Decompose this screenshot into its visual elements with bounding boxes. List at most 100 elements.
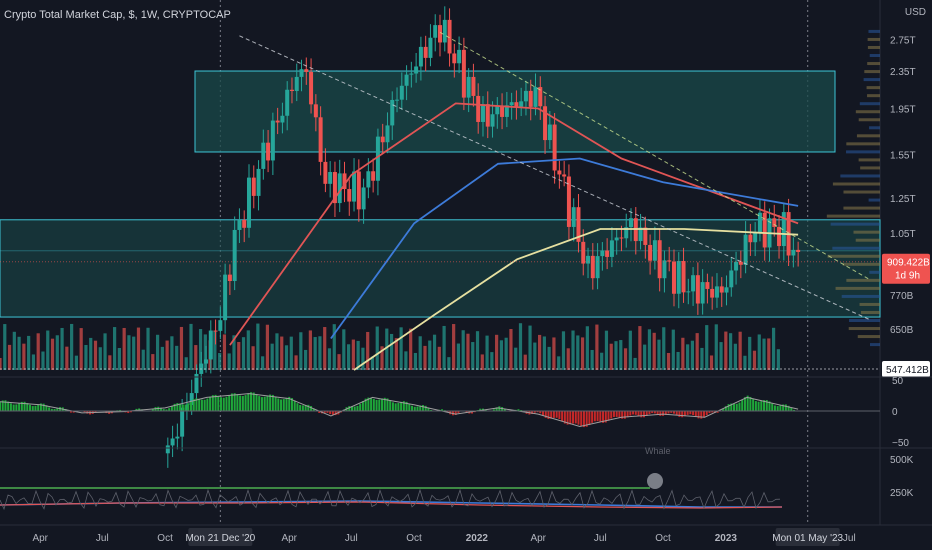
oscillator-bar: [615, 411, 618, 417]
volume-bar: [380, 346, 384, 370]
candle-body: [299, 69, 304, 77]
oscillator-bar: [135, 408, 138, 411]
oscillator-bar: [648, 411, 651, 415]
candle-body: [189, 393, 194, 405]
low-marker-label: 547.412B: [886, 365, 929, 376]
oscillator-bar: [269, 394, 272, 411]
oscillator-bar: [711, 411, 714, 413]
oscillator-bar: [23, 401, 26, 411]
oscillator-bar: [416, 406, 419, 411]
chart-title: Crypto Total Market Cap, $, 1W, CRYPTOCA…: [4, 9, 231, 21]
volume-profile-bar: [832, 246, 880, 250]
candle-body: [748, 234, 753, 243]
oscillator-bar: [585, 411, 588, 427]
oscillator-tick-label: 0: [892, 407, 898, 418]
oscillator-bar: [667, 411, 670, 414]
time-axis-label: Jul: [96, 533, 109, 544]
oscillator-bar: [642, 411, 645, 418]
volume-profile-bar: [857, 335, 880, 339]
volume-bar: [299, 332, 303, 370]
oscillator-bar: [359, 403, 362, 411]
candle-body: [304, 69, 309, 72]
oscillator-bar: [288, 396, 291, 411]
volume-bar: [686, 344, 690, 370]
volume-bar: [614, 341, 618, 370]
oscillator-bar: [378, 399, 381, 411]
oscillator-bar: [498, 406, 501, 411]
moving-average-yellow: [353, 228, 799, 371]
volume-bar: [681, 337, 685, 370]
volume-bar: [127, 335, 131, 370]
volume-bar: [304, 349, 308, 370]
volume-profile-bar: [843, 190, 880, 194]
oscillator-bar: [233, 393, 236, 411]
volume-bar: [452, 324, 456, 370]
volume-bar: [27, 335, 31, 370]
oscillator-bar: [353, 406, 356, 411]
oscillator-bar: [56, 408, 59, 411]
oscillator-bar: [692, 411, 695, 416]
candle-body: [681, 261, 686, 293]
oscillator-bar: [326, 411, 329, 413]
candle-body: [523, 90, 528, 102]
oscillator-bar: [18, 403, 21, 411]
oscillator-bar: [370, 397, 373, 411]
volume-bar: [294, 355, 298, 370]
volume-bar: [3, 324, 7, 370]
oscillator-bar: [776, 406, 779, 411]
oscillator-bar: [550, 411, 553, 419]
volume-bar: [342, 329, 346, 370]
oscillator-bar: [471, 411, 474, 414]
oscillator-bar: [386, 398, 389, 411]
oscillator-bar: [700, 411, 703, 419]
candle-body: [237, 219, 242, 230]
candle-body: [777, 226, 782, 247]
candle-body: [204, 359, 209, 364]
oscillator-bar: [705, 411, 708, 416]
oscillator-bar: [651, 411, 654, 414]
time-axis-label: 2022: [466, 533, 489, 544]
volume-bar: [389, 333, 394, 370]
oscillator-bar: [479, 408, 482, 411]
candle-body: [309, 71, 314, 105]
volume-bar: [141, 349, 145, 370]
candle-body: [648, 244, 653, 261]
oscillator-bar: [760, 401, 763, 411]
oscillator-bar: [503, 408, 506, 411]
oscillator-bar: [39, 403, 42, 411]
volume-profile-bar: [860, 166, 880, 170]
oscillator-bar: [536, 411, 539, 413]
oscillator-bar: [672, 411, 675, 414]
moving-average-blue: [330, 157, 799, 340]
oscillator-bar: [192, 399, 195, 411]
candle-body: [280, 115, 285, 123]
candle-body: [251, 177, 256, 196]
volume-bar: [752, 350, 757, 370]
candle-body: [581, 241, 586, 264]
candle-body: [686, 291, 691, 293]
oscillator-bar: [260, 397, 263, 411]
volume-bar: [93, 340, 98, 370]
oscillator-bar: [574, 411, 577, 424]
oscillator-bar: [351, 406, 353, 411]
oscillator-bar: [446, 411, 449, 413]
price-tick-label: 770B: [890, 291, 914, 302]
oscillator-bar: [310, 406, 313, 411]
oscillator-bar: [572, 411, 575, 424]
oscillator-bar: [544, 411, 547, 418]
candle-body: [356, 171, 361, 210]
volume-bar: [423, 345, 427, 370]
oscillator-bar: [408, 403, 411, 411]
volume-bar: [719, 342, 723, 370]
candle-body: [762, 212, 767, 248]
moving-average-red: [229, 102, 799, 346]
candle-body: [605, 250, 610, 257]
volume-bar: [552, 337, 556, 370]
candles: [165, 6, 801, 468]
price-tick-label: 1.05T: [890, 229, 916, 240]
volume-bar: [561, 331, 566, 370]
candle-body: [194, 373, 199, 394]
oscillator-bar: [195, 398, 198, 411]
candle-body: [457, 49, 462, 64]
